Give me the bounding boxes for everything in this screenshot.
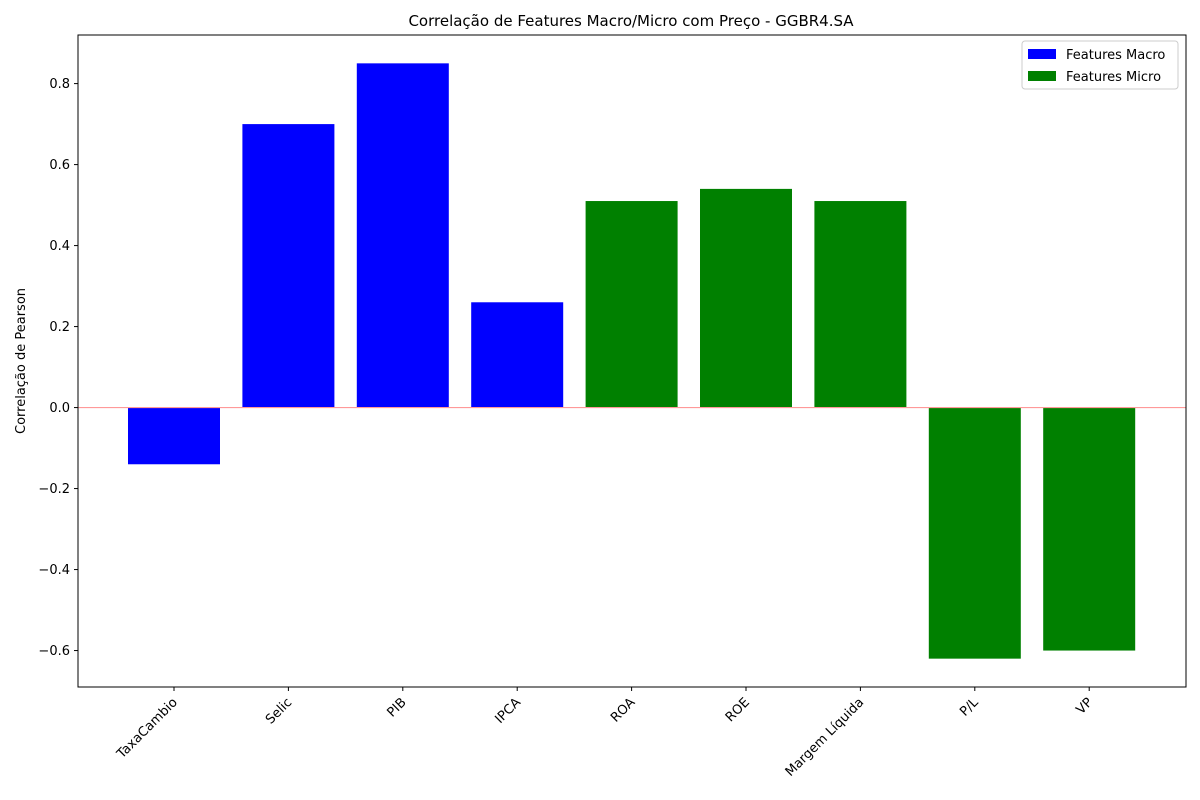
legend-swatch-macro <box>1028 49 1056 59</box>
legend-swatch-micro <box>1028 71 1056 81</box>
y-tick-label: 0.2 <box>49 320 70 335</box>
y-tick-label: −0.6 <box>38 644 70 659</box>
y-tick-label: 0.4 <box>49 239 70 254</box>
x-tick-label: VP <box>1074 695 1097 718</box>
x-tick-label: IPCA <box>492 695 524 727</box>
x-tick-label: ROA <box>608 695 638 725</box>
bar-p-l <box>928 407 1021 659</box>
y-axis-label: Correlação de Pearson <box>14 288 29 434</box>
bar-vp <box>1043 407 1136 651</box>
y-tick-label: −0.4 <box>38 563 70 578</box>
y-tick-label: 0.6 <box>49 158 70 173</box>
x-tick-label: P/L <box>957 695 982 720</box>
chart-title: Correlação de Features Macro/Micro com P… <box>408 12 854 30</box>
y-tick-label: −0.2 <box>38 482 70 497</box>
bar-ipca <box>471 302 564 408</box>
x-tick-label: TaxaCambio <box>114 695 181 762</box>
bar-taxacambio <box>128 407 220 465</box>
x-tick-label: Margem Líquida <box>783 695 868 780</box>
bar-roa <box>585 201 678 408</box>
x-tick-label: Selic <box>263 695 295 727</box>
legend: Features Macro Features Micro <box>1021 40 1179 90</box>
plot-area: 0.8 0.6 0.4 0.2 0.0 −0.2 −0.4 −0.6 TaxaCambio Sel… <box>38 34 1187 780</box>
x-tick-label: ROE <box>723 695 753 725</box>
bar-margem-l-quida <box>814 201 907 408</box>
bar-pib <box>356 63 449 408</box>
x-tick-label: PIB <box>384 695 409 720</box>
legend-label-macro: Features Macro <box>1066 48 1165 63</box>
legend-label-micro: Features Micro <box>1066 70 1161 85</box>
legend-box <box>1021 40 1179 90</box>
y-tick-label: 0.0 <box>49 401 70 416</box>
bar-roe <box>700 188 792 408</box>
bar-selic <box>242 124 335 408</box>
y-tick-label: 0.8 <box>49 77 70 92</box>
